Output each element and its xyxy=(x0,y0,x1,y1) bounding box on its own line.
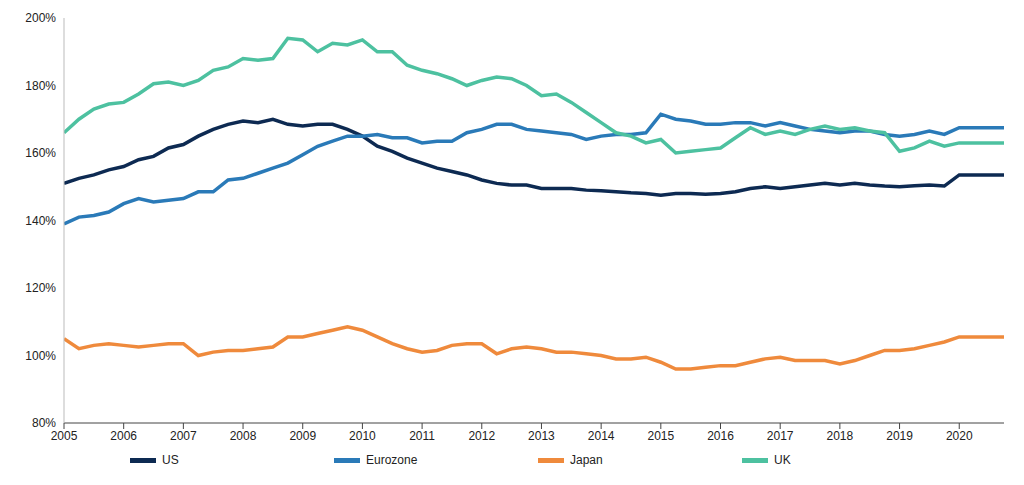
html-text:Japan: Japan xyxy=(570,453,603,467)
svg-text:2012: 2012 xyxy=(468,429,495,443)
svg-text:80%: 80% xyxy=(32,416,56,430)
svg-text:2017: 2017 xyxy=(767,429,794,443)
svg-text:2011: 2011 xyxy=(409,429,435,443)
svg-text:100%: 100% xyxy=(25,349,56,363)
svg-text:2020: 2020 xyxy=(946,429,973,443)
svg-text:2015: 2015 xyxy=(647,429,674,443)
html-text:UK: UK xyxy=(774,453,791,467)
svg-text:2019: 2019 xyxy=(886,429,913,443)
svg-text:160%: 160% xyxy=(25,146,56,160)
svg-text:180%: 180% xyxy=(25,79,56,93)
svg-text:2009: 2009 xyxy=(289,429,316,443)
svg-text:2013: 2013 xyxy=(528,429,555,443)
svg-text:120%: 120% xyxy=(25,281,56,295)
html-text:Eurozone: Eurozone xyxy=(366,453,418,467)
svg-text:2014: 2014 xyxy=(588,429,615,443)
svg-text:2018: 2018 xyxy=(827,429,854,443)
svg-text:2005: 2005 xyxy=(51,429,78,443)
svg-text:2006: 2006 xyxy=(110,429,137,443)
svg-text:2007: 2007 xyxy=(170,429,197,443)
svg-text:2010: 2010 xyxy=(349,429,376,443)
svg-text:2008: 2008 xyxy=(230,429,257,443)
svg-text:200%: 200% xyxy=(25,11,56,25)
svg-text:2016: 2016 xyxy=(707,429,734,443)
svg-text:140%: 140% xyxy=(25,214,56,228)
html-text:US: US xyxy=(162,453,179,467)
